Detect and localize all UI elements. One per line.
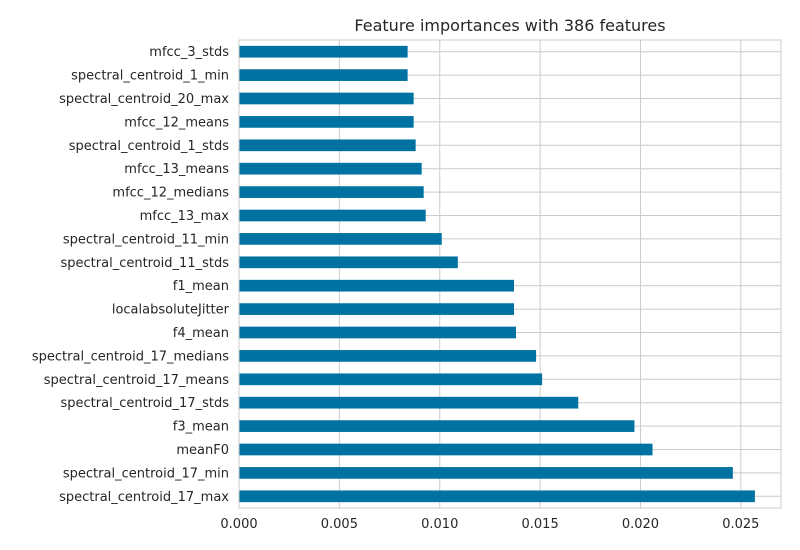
bar-spectral_centroid_17_stds [239, 396, 579, 409]
x-tick-label: 0.020 [622, 517, 659, 532]
y-tick-label: mfcc_13_means [124, 162, 229, 177]
y-tick-label: spectral_centroid_20_max [59, 92, 229, 107]
y-tick-label: mfcc_13_max [140, 209, 230, 224]
bar-spectral_centroid_17_medians [239, 350, 537, 362]
bar-layer [239, 45, 755, 503]
plot-frame [238, 39, 782, 509]
bar-spectral_centroid_17_max [239, 490, 755, 503]
y-tick-label: spectral_centroid_17_medians [32, 349, 229, 364]
x-tick-labels: 0.000 0.005 0.010 0.015 0.020 0.025 [220, 517, 759, 532]
x-tick-label: 0.015 [522, 517, 559, 532]
bar-mfcc_12_medians [239, 186, 424, 198]
bar-spectral_centroid_11_min [239, 233, 442, 245]
y-tick-label: spectral_centroid_1_min [71, 69, 229, 84]
x-tick-label: 0.005 [321, 517, 358, 532]
y-tick-label: spectral_centroid_11_stds [61, 256, 230, 271]
bar-mfcc_12_means [239, 116, 414, 128]
bar-mfcc_3_stds [239, 45, 408, 58]
y-tick-label: f4_mean [173, 326, 229, 341]
grid-layer [238, 40, 781, 508]
bar-spectral_centroid_17_means [239, 373, 543, 386]
bar-mfcc_13_max [239, 209, 426, 222]
bar-spectral_centroid_20_max [239, 92, 414, 105]
x-tick-label: 0.010 [421, 517, 458, 532]
y-tick-label: mfcc_12_medians [112, 186, 229, 201]
y-tick-label: spectral_centroid_17_min [63, 466, 229, 481]
bar-localabsoluteJitter [239, 303, 515, 315]
y-tick-label: spectral_centroid_11_min [63, 232, 229, 247]
bar-spectral_centroid_11_stds [239, 256, 458, 269]
y-tick-label: spectral_centroid_1_stds [69, 139, 229, 154]
y-tick-label: spectral_centroid_17_means [44, 373, 229, 388]
bar-meanF0 [239, 443, 653, 456]
bar-spectral_centroid_1_stds [239, 139, 416, 152]
bar-spectral_centroid_1_min [239, 69, 408, 81]
bar-mfcc_13_means [239, 162, 422, 175]
x-tick-label: 0.000 [220, 517, 257, 532]
y-tick-label: spectral_centroid_17_stds [61, 396, 230, 411]
bar-f3_mean [239, 420, 635, 432]
y-tick-label: f3_mean [173, 420, 229, 435]
y-tick-label: mfcc_12_means [124, 115, 229, 130]
y-tick-label: localabsoluteJitter [112, 303, 230, 318]
chart-title: Feature importances with 386 features [354, 16, 665, 35]
y-tick-label: mfcc_3_stds [149, 45, 229, 60]
x-tick-label: 0.025 [722, 517, 759, 532]
bar-f4_mean [239, 326, 517, 339]
y-tick-label: spectral_centroid_17_max [59, 490, 229, 505]
y-tick-labels: spectral_centroid_17_max spectral_centroi… [32, 45, 230, 505]
bar-f1_mean [239, 279, 515, 292]
bar-spectral_centroid_17_min [239, 467, 733, 479]
y-tick-label: f1_mean [173, 279, 229, 294]
y-tick-label: meanF0 [176, 443, 229, 458]
